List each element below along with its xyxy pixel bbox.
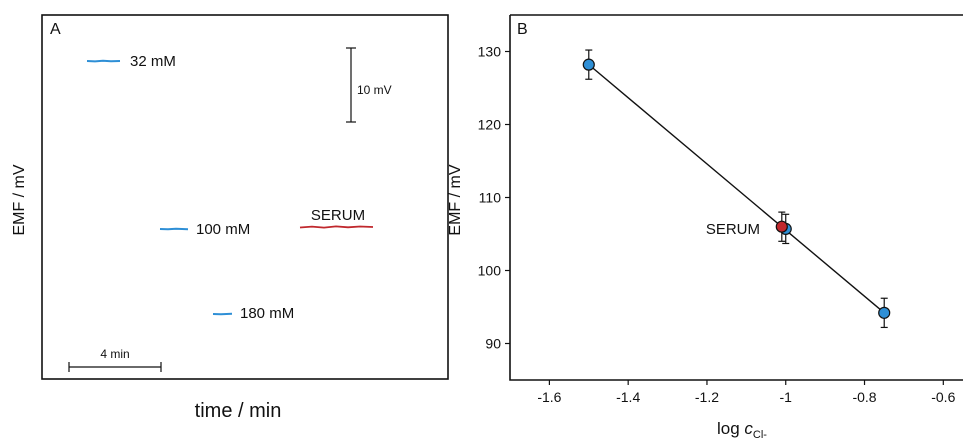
x-tick-label: -0.6 — [931, 389, 955, 405]
x-tick-label: -1.4 — [616, 389, 640, 405]
y-tick-label: 90 — [485, 336, 501, 352]
scale-bar-y — [346, 47, 356, 123]
trace-serum — [299, 225, 374, 229]
data-point — [582, 58, 595, 71]
panel-b-plot-area — [582, 49, 891, 329]
data-point — [878, 306, 891, 319]
x-tick-label: -1.2 — [695, 389, 719, 405]
panel-a-frame — [41, 14, 449, 380]
x-tick-label: -1.6 — [537, 389, 561, 405]
scale-bar-y-label: 10 mV — [357, 83, 392, 97]
x-tick-label: -1 — [780, 389, 793, 405]
y-tick-label: 110 — [479, 190, 502, 206]
panel-a: A EMF / mV time / min 32 mM 100 mM 180 m… — [11, 14, 449, 422]
panel-b-x-ticks: -1.6 -1.4 -1.2 -1 -0.8 -0.6 — [537, 380, 956, 405]
trace-100mm — [159, 227, 189, 231]
trace-serum-label: SERUM — [311, 207, 365, 224]
trace-32mm — [86, 59, 121, 63]
x-tick-label: -0.8 — [852, 389, 876, 405]
x-axis-label-prefix: log — [717, 419, 744, 438]
y-tick-label: 120 — [478, 117, 502, 133]
trace-180mm — [212, 312, 233, 316]
panel-a-label: A — [50, 21, 61, 38]
scale-bar-x-label: 4 min — [100, 347, 129, 361]
y-tick-label: 100 — [478, 263, 502, 279]
x-axis-label-var: c — [744, 419, 753, 438]
data-point — [775, 220, 788, 233]
y-tick-label: 130 — [478, 44, 502, 60]
trace-100mm-label: 100 mM — [196, 221, 250, 238]
panel-b-x-axis-label: log cCl- — [717, 419, 767, 439]
x-axis-label-sub: Cl- — [753, 429, 767, 439]
trace-180mm-label: 180 mM — [240, 305, 294, 322]
panel-a-y-axis-label: EMF / mV — [11, 164, 28, 235]
panel-b-frame — [509, 14, 963, 381]
panel-b-y-ticks: 90 100 110 120 130 — [478, 44, 510, 352]
serum-annotation: SERUM — [706, 221, 760, 238]
panel-b-y-axis-label: EMF / mV — [447, 164, 464, 235]
panel-b-label: B — [517, 21, 528, 38]
panel-a-x-axis-label: time / min — [195, 400, 282, 422]
fit-line — [588, 64, 885, 314]
scale-bar-x — [68, 362, 162, 372]
trace-32mm-label: 32 mM — [130, 53, 176, 70]
